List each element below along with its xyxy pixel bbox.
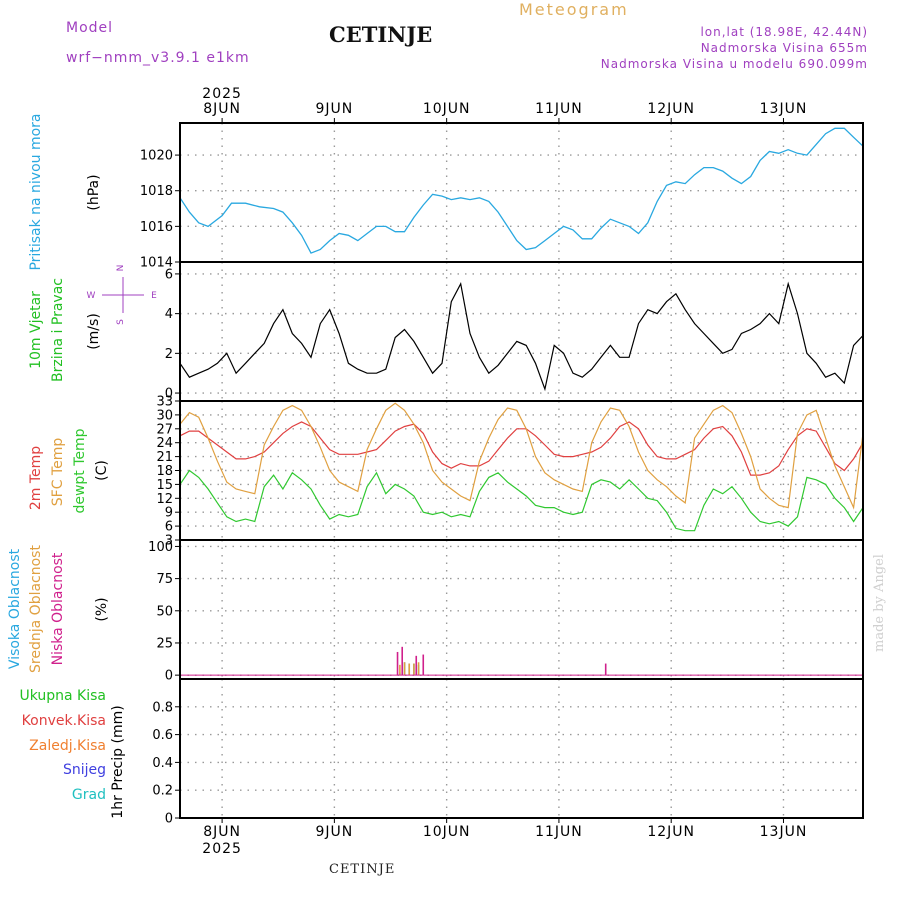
bottom-day-label: 13JUN — [760, 824, 808, 840]
compass-north: N — [116, 265, 126, 272]
elevation-label: Nadmorska Visina 655m — [700, 41, 868, 55]
bottom-year-label: 2025 — [202, 841, 242, 857]
compass-south: S — [116, 319, 126, 325]
y-tick-label: 0 — [165, 669, 173, 684]
panel-frame-cloud — [179, 539, 864, 680]
top-day-label: 11JUN — [535, 101, 583, 117]
y-tick-label: 27 — [156, 422, 173, 437]
unit-label-temperature: (C) — [94, 460, 110, 481]
y-tick-label: 1014 — [140, 256, 173, 271]
model-name: wrf−nmm_v3.9.1 e1km — [66, 50, 250, 66]
y-tick-label: 21 — [156, 450, 173, 465]
precip-legend-0: Ukupna Kisa — [19, 688, 106, 704]
y-tick-label: 75 — [156, 572, 173, 587]
bottom-day-label: 10JUN — [423, 824, 471, 840]
y-tick-label: 15 — [156, 478, 173, 493]
y-tick-label: 2 — [165, 347, 173, 362]
bottom-day-label: 11JUN — [535, 824, 583, 840]
top-day-label: 13JUN — [760, 101, 808, 117]
y-tick-label: 1018 — [140, 184, 173, 199]
y-tick-label: 25 — [156, 636, 173, 651]
y-tick-label: 18 — [156, 464, 173, 479]
y-tick-label: 100 — [148, 540, 173, 555]
bottom-day-label: 12JUN — [647, 824, 695, 840]
precip-legend-3: Snijeg — [63, 762, 106, 778]
panel-precip: 0 0.2 0.4 0.6 0.8 — [152, 678, 864, 827]
y-tick-label: 6 — [165, 267, 173, 282]
unit-label-cloud: (%) — [94, 597, 110, 621]
series-line-temperature-1 — [179, 402, 864, 510]
panel-frame-wind — [179, 261, 864, 402]
y-tick-label: 0 — [165, 812, 173, 827]
wind-label-line1: 10m Vjetar — [28, 291, 44, 369]
lonlat-label: lon,lat (18.98E, 42.44N) — [700, 25, 868, 39]
wind-label-line2: Brzina i Pravac — [50, 278, 66, 382]
compass-east: E — [151, 291, 157, 301]
compass-west: W — [87, 291, 96, 301]
precip-legend-2: Zaledj.Kisa — [29, 738, 106, 754]
panel-frame-precip — [179, 678, 864, 819]
y-tick-label: 12 — [156, 492, 173, 507]
series-line-temperature-0 — [179, 421, 864, 476]
high-cloud-label: Visoka Oblacnost — [7, 548, 23, 669]
sfctemp-label: SFC Temp — [50, 438, 66, 507]
y-tick-label: 30 — [156, 408, 173, 423]
y-tick-label: 24 — [156, 436, 173, 451]
top-day-label: 9JUN — [315, 101, 353, 117]
top-day-label: 10JUN — [423, 101, 471, 117]
y-tick-label: 0.4 — [152, 756, 173, 771]
y-tick-label: 3 — [165, 534, 173, 549]
top-day-label: 8JUN — [203, 101, 241, 117]
temp2m-label: 2m Temp — [28, 446, 44, 510]
precip-unit-label: 1hr Precip (mm) — [110, 705, 126, 818]
mid-cloud-label: Srednja Oblacnost — [28, 545, 44, 673]
bottom-day-label: 8JUN — [203, 824, 241, 840]
unit-label-pressure: (hPa) — [86, 174, 102, 210]
footer-station: CETINJE — [329, 862, 396, 877]
panel-wind: 0 2 4 6 (m/s) — [86, 261, 864, 402]
bottom-day-label: 9JUN — [315, 824, 353, 840]
y-tick-label: 6 — [165, 520, 173, 535]
low-cloud-label: Niska Oblacnost — [50, 552, 66, 665]
precip-legend-4: Grad — [72, 787, 106, 803]
series-line-temperature-2 — [179, 469, 864, 532]
y-tick-label: 1020 — [140, 149, 173, 164]
y-tick-label: 0.8 — [152, 700, 173, 715]
top-year-label: 2025 — [202, 86, 242, 102]
y-tick-label: 1016 — [140, 220, 173, 235]
panel-frame-pressure — [179, 122, 864, 263]
model-elevation-label: Nadmorska Visina u modelu 690.099m — [600, 57, 868, 71]
series-line-wind-0 — [179, 281, 864, 392]
pressure-label: Pritisak na nivou mora — [28, 113, 44, 270]
y-tick-label: 0.2 — [152, 784, 173, 799]
y-tick-label: 0 — [165, 387, 173, 402]
meteogram-label: Meteogram — [519, 0, 629, 19]
panel-pressure: 1014 1016 1018 1020 (hPa) — [86, 122, 864, 271]
y-tick-label: 50 — [156, 604, 173, 619]
wind-compass: N S W E — [87, 265, 158, 325]
y-tick-label: 4 — [165, 307, 173, 322]
panel-cloud: 0 25 50 75 100 (%) — [94, 539, 864, 684]
series-line-pressure-0 — [179, 127, 864, 254]
dewpt-label: dewpt Temp — [72, 428, 88, 513]
y-tick-label: 0.6 — [152, 728, 173, 743]
unit-label-wind: (m/s) — [86, 313, 102, 350]
panel-frame-temperature — [179, 400, 864, 541]
top-day-label: 12JUN — [647, 101, 695, 117]
model-label: Model — [66, 20, 114, 36]
precip-legend-1: Konvek.Kisa — [22, 713, 106, 729]
y-tick-label: 33 — [156, 395, 173, 410]
y-tick-label: 9 — [165, 506, 173, 521]
station-title: CETINJE — [329, 22, 433, 47]
